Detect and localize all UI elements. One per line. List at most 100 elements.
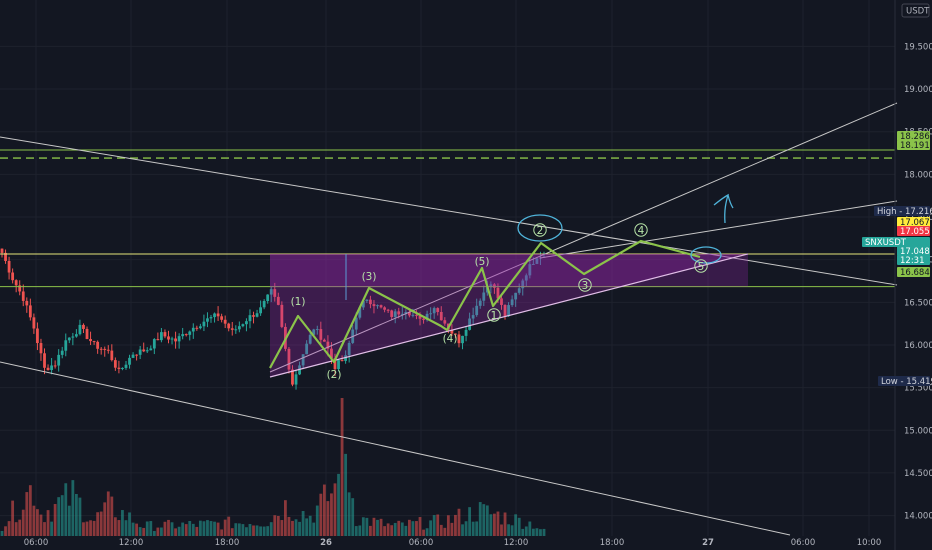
- candle-body: [507, 305, 510, 317]
- candle-body: [170, 338, 174, 340]
- candle-body: [167, 336, 170, 340]
- price-tag-text: 18.191: [900, 141, 930, 151]
- price-tick-label: 15.000: [904, 426, 932, 436]
- volume-bar: [216, 522, 220, 536]
- volume-bar: [517, 517, 521, 536]
- volume-bar: [103, 502, 107, 536]
- volume-bar: [471, 521, 475, 536]
- price-tag-bg: [897, 255, 930, 265]
- candle: [7, 256, 11, 280]
- candle: [82, 323, 85, 334]
- price-tag: 16.684: [897, 267, 930, 278]
- candle: [89, 331, 92, 346]
- wave-circle: [578, 278, 592, 292]
- wave-label: (2): [327, 369, 342, 381]
- candle-body: [25, 300, 29, 306]
- volume-bar: [39, 514, 43, 536]
- candle: [528, 259, 532, 279]
- candle: [510, 295, 514, 307]
- elliott-wave-path: [269, 239, 701, 369]
- candle-body: [241, 324, 245, 327]
- volume-bar: [393, 522, 397, 536]
- volume-bar: [181, 522, 185, 536]
- volume-bar: [379, 518, 383, 536]
- wave-text: 1: [491, 310, 498, 322]
- candle-body: [85, 328, 89, 340]
- volume-bar: [241, 524, 245, 536]
- candle: [454, 333, 457, 339]
- candle: [170, 336, 174, 345]
- candle-body: [53, 365, 57, 367]
- volume-bar: [503, 512, 507, 536]
- candle-body: [443, 320, 447, 324]
- highlight-circle-top: [517, 214, 563, 242]
- volume-bar: [415, 521, 418, 536]
- candle-body: [124, 364, 128, 368]
- volume-bar: [524, 526, 528, 536]
- candle-body: [422, 318, 425, 320]
- candle: [43, 348, 46, 375]
- candle: [117, 360, 121, 374]
- candle: [128, 354, 131, 369]
- candle: [245, 318, 248, 332]
- price-tag-bg: [878, 376, 930, 386]
- candle: [255, 309, 259, 318]
- time-tick-label: 18:00: [600, 538, 625, 548]
- volume-bar: [322, 484, 326, 536]
- candle-body: [18, 285, 22, 292]
- candle-body: [255, 313, 259, 317]
- volume-bar: [25, 492, 29, 536]
- wedge-lower-edge: [269, 253, 749, 378]
- candle-body: [454, 333, 457, 335]
- volume-bar: [145, 521, 149, 536]
- candle-body: [209, 317, 213, 319]
- upward-arrow: [713, 193, 734, 224]
- candle-body: [43, 353, 46, 368]
- candle: [230, 321, 234, 336]
- candle-body: [287, 348, 291, 370]
- candle-body: [230, 328, 234, 330]
- candle: [489, 281, 493, 294]
- price-tag-text: 17.067: [900, 218, 930, 228]
- volume-bar: [485, 505, 489, 536]
- candle: [347, 340, 351, 363]
- volume-bar: [60, 495, 64, 536]
- candle-body: [177, 336, 181, 342]
- candle-body: [82, 324, 85, 329]
- candle: [305, 340, 309, 355]
- candle: [60, 346, 64, 359]
- time-tick-label: 26: [320, 538, 332, 548]
- candle: [167, 330, 170, 344]
- volume-bar: [14, 522, 18, 536]
- candle-body: [36, 328, 39, 344]
- candle: [191, 323, 195, 339]
- volume-bar: [131, 522, 135, 536]
- descending-trendline-lower: [0, 361, 791, 536]
- candle-body: [429, 313, 433, 315]
- volume-bar: [319, 493, 323, 536]
- price-tag-bg: [897, 131, 930, 141]
- candle: [74, 329, 78, 338]
- candle-body: [216, 313, 220, 317]
- candle-body: [14, 280, 18, 286]
- candle-body: [450, 329, 454, 334]
- volume-bar: [376, 519, 379, 536]
- wave-label: 5: [694, 259, 708, 273]
- price-tick-label: 16.000: [904, 341, 932, 351]
- volume-bar: [315, 505, 319, 536]
- candle: [181, 327, 185, 340]
- candle-body: [439, 311, 443, 321]
- volume-bar: [74, 494, 78, 536]
- candle: [468, 312, 472, 331]
- candle-body: [528, 264, 532, 276]
- volume-bar: [330, 493, 333, 536]
- price-tag-bg: [897, 246, 930, 256]
- candle: [439, 306, 443, 321]
- volume-bar: [195, 526, 199, 536]
- candle: [429, 307, 433, 320]
- candle: [121, 367, 124, 371]
- volume-bar: [358, 525, 362, 536]
- candle: [39, 338, 43, 361]
- volume-bar: [138, 527, 142, 536]
